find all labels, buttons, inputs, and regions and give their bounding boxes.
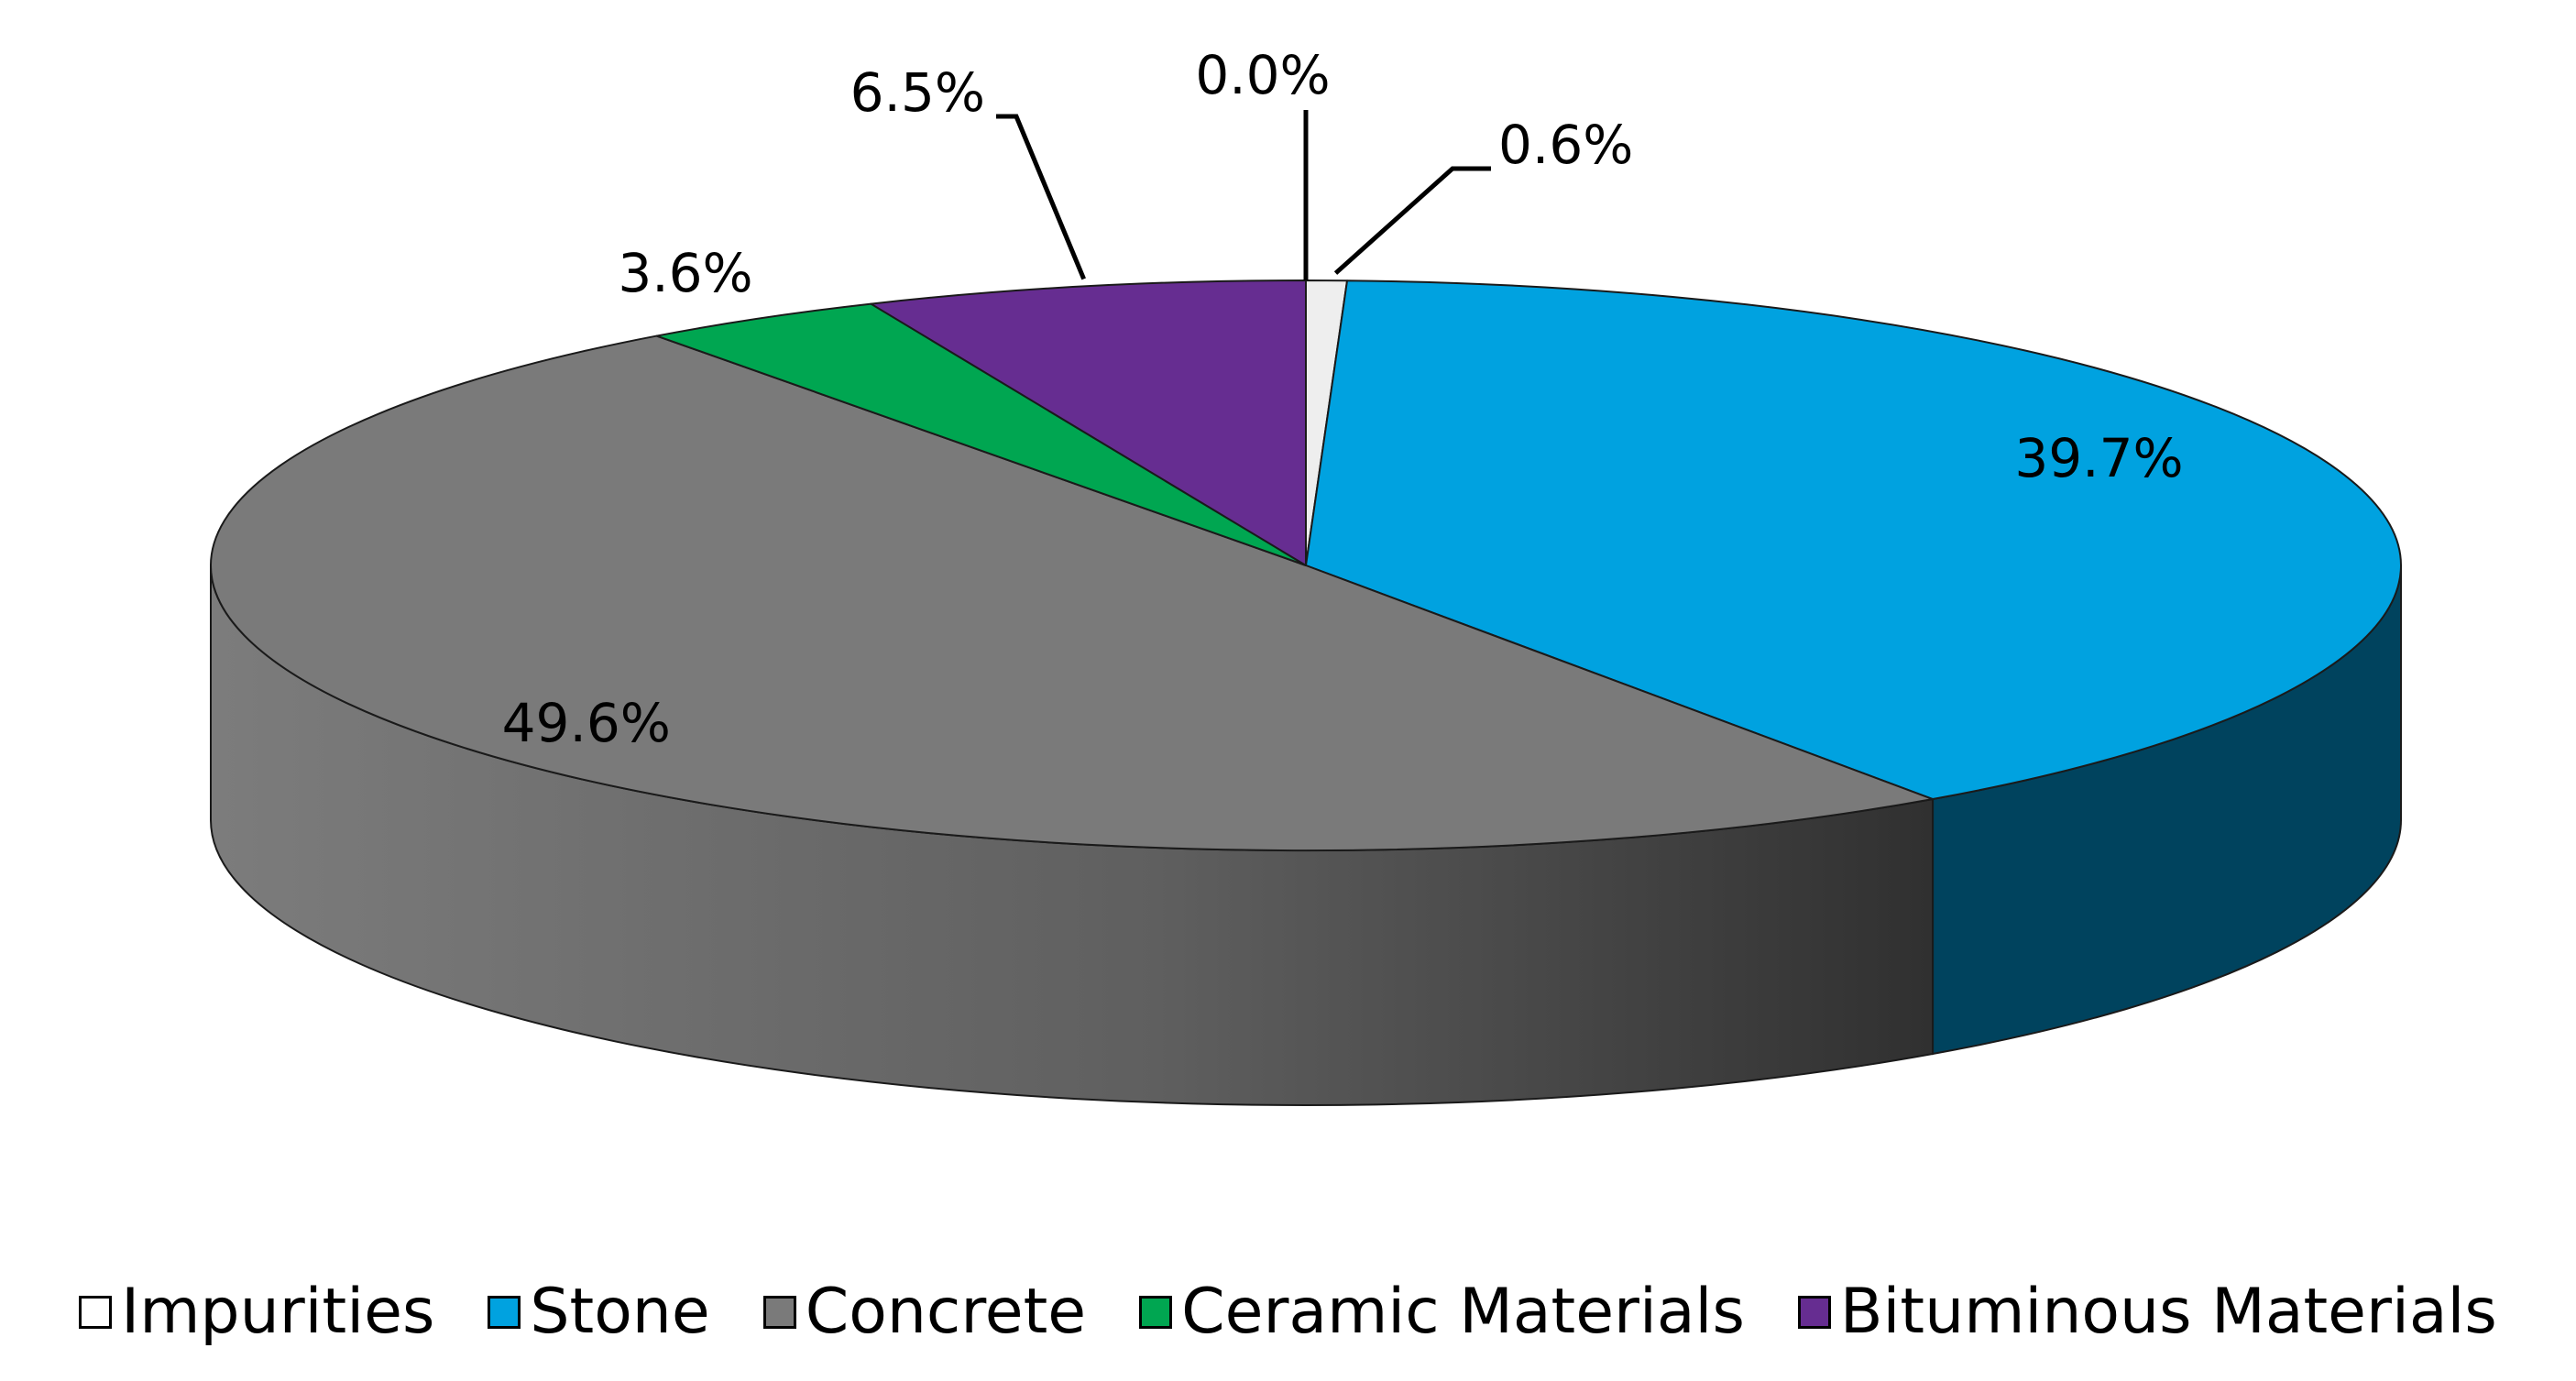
slice-ceramic-materials [655,302,1307,566]
data-label-zero: 0.0% [1195,44,1330,106]
data-label-concrete: 49.6% [502,692,671,754]
leader-lines [996,110,1491,280]
legend-item-ceramic-materials: Ceramic Materials [1139,1276,1745,1348]
legend-swatch [762,1295,796,1329]
pie-chart: 0.6% 39.7% 49.6% 3.6% 6.5% 0.0% [209,44,2402,1106]
data-label-bituminous-materials: 6.5% [850,61,985,124]
legend-swatch [79,1295,113,1329]
legend-swatch [1797,1295,1831,1329]
legend-label: Impurities [121,1276,435,1348]
legend-label: Bituminous Materials [1839,1276,2497,1348]
data-label-impurities: 0.6% [1498,114,1633,176]
legend-swatch [488,1295,521,1329]
leader-impurities [1333,166,1491,275]
slice-stone [1305,279,2402,801]
legend: Impurities Stone Concrete Ceramic Materials… [0,1276,2576,1348]
legend-label: Ceramic Materials [1181,1276,1745,1348]
legend-item-stone: Stone [488,1276,710,1348]
data-label-ceramic-materials: 3.6% [618,242,752,304]
pie-slices [209,279,2402,851]
slice-bituminous-materials [870,279,1307,566]
legend-swatch [1139,1295,1173,1329]
legend-item-impurities: Impurities [79,1276,434,1348]
legend-label: Stone [530,1276,710,1348]
data-labels: 0.6% 39.7% 49.6% 3.6% 6.5% 0.0% [502,44,2184,754]
data-label-stone: 39.7% [2014,427,2183,489]
legend-item-concrete: Concrete [762,1276,1087,1348]
legend-item-bituminous-materials: Bituminous Materials [1797,1276,2497,1348]
legend-label: Concrete [805,1276,1087,1348]
leader-bituminous [996,114,1086,280]
slice-concrete [209,334,1935,851]
